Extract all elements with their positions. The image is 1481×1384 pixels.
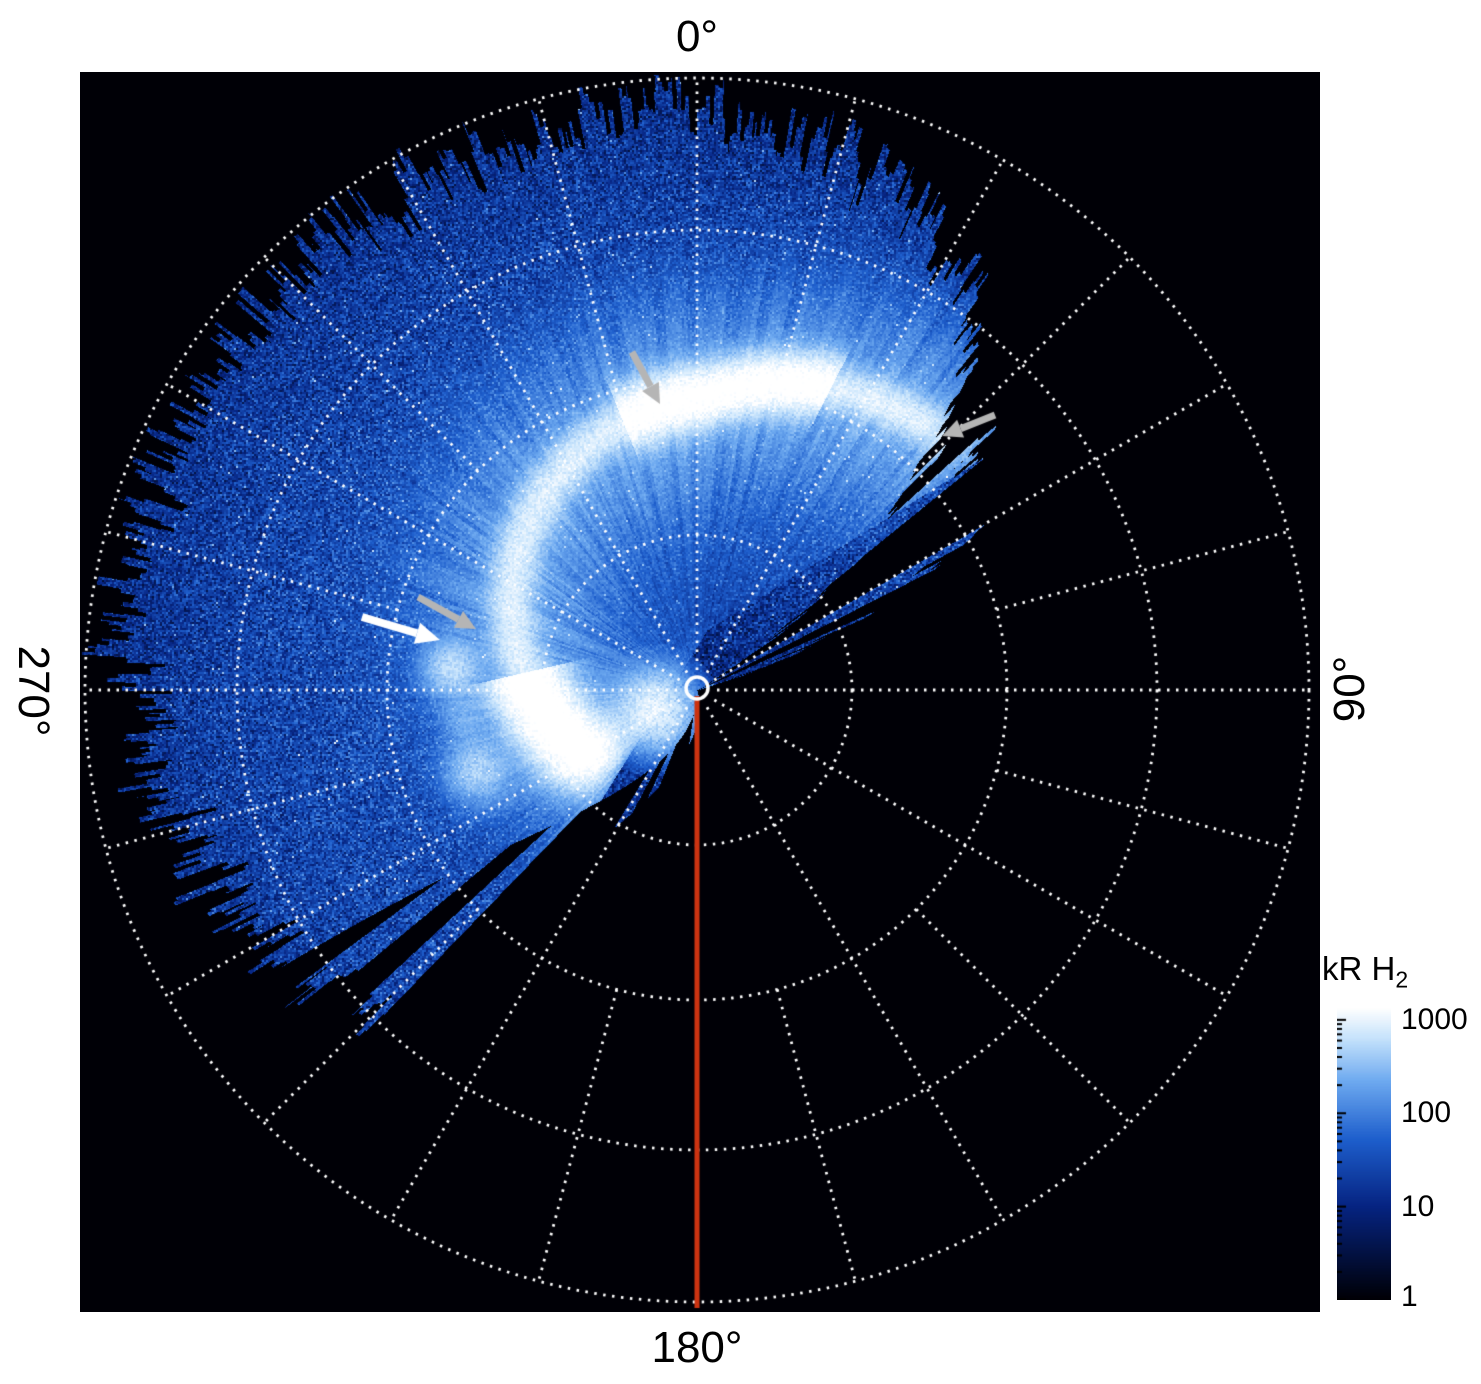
colorbar-tick-100: 100 xyxy=(1401,1096,1452,1129)
colorbar-title-text: kR H xyxy=(1322,950,1396,987)
colorbar-tick-1000: 1000 xyxy=(1401,1003,1468,1036)
colorbar-gradient xyxy=(1337,1008,1391,1300)
angle-label-270: 270° xyxy=(9,645,58,737)
polar-emission-map-canvas xyxy=(80,72,1320,1312)
angle-label-180: 180° xyxy=(651,1323,743,1372)
colorbar: kR H2 1000 100 10 1 xyxy=(1320,948,1481,1353)
angle-label-0: 0° xyxy=(675,12,719,61)
colorbar-tick-10: 10 xyxy=(1401,1190,1435,1223)
colorbar-title-subscript: 2 xyxy=(1395,966,1409,993)
colorbar-title: kR H2 xyxy=(1322,950,1408,994)
angle-label-90: 90° xyxy=(1325,655,1374,723)
colorbar-tick-1: 1 xyxy=(1401,1280,1418,1313)
